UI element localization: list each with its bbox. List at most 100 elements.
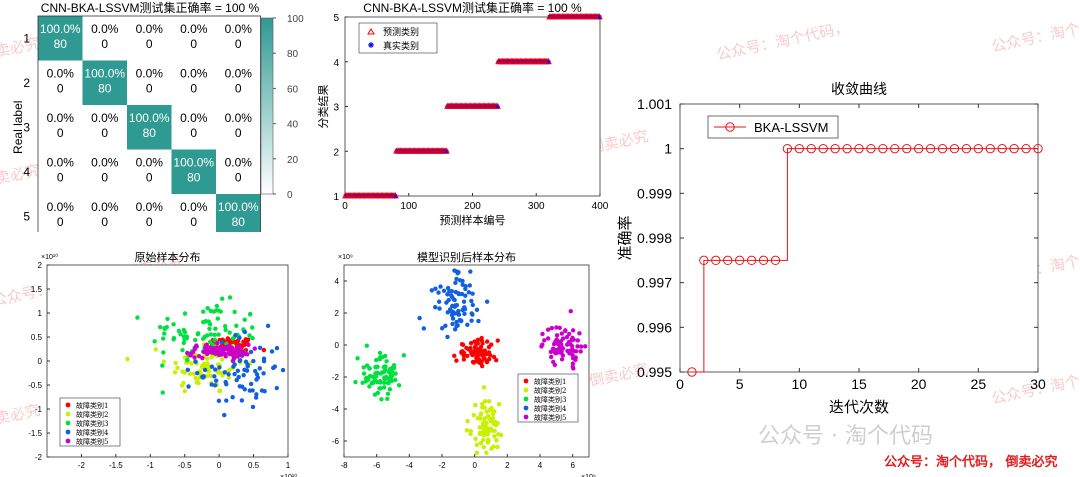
data-point [251,358,256,364]
y-tick-label: 1.5 [31,285,43,294]
y-tick-label: -1 [35,405,43,414]
y-exponent-label: ×10¹⁰ [41,253,58,261]
data-point [961,143,972,154]
data-point [389,369,395,374]
data-point [699,255,709,266]
colorbar-tick-label: 20 [287,155,299,166]
y-tick-label: 0.5 [31,333,43,342]
data-point [261,347,267,353]
legend-marker-true [368,42,374,48]
data-point [209,364,215,369]
data-point [564,334,570,340]
cell-percent: 0.0% [47,200,75,214]
data-point [205,305,210,311]
matrix-cell [38,149,83,194]
data-point [215,316,220,321]
data-point [468,431,473,437]
x-tick-label: 0.5 [248,461,260,470]
data-point [233,332,238,338]
chart-title: 原始样本分布 [135,250,201,264]
data-point [372,392,378,397]
data-point [481,437,486,442]
x-tick-label: -2 [78,461,86,470]
data-point [364,343,370,348]
data-point [379,397,384,402]
cell-count: 0 [101,37,108,51]
matrix-cell [127,105,172,150]
data-point [203,319,208,324]
data-point [158,324,163,330]
cell-count: 0 [235,126,242,140]
matrix-cell [171,149,216,194]
data-point [230,395,235,400]
data-point [172,370,178,375]
data-point [567,341,573,346]
watermark-text: 公众号：淘个代码， [989,10,1080,56]
legend-marker [65,429,71,435]
data-point [455,323,460,328]
data-point [484,359,489,364]
data-point [866,143,876,154]
legend-label: 故障类别1 [76,401,108,410]
data-point [470,359,476,365]
data-point [470,291,475,296]
data-point [381,385,387,390]
data-point [227,344,232,350]
data-point [482,399,488,404]
data-point [468,341,474,346]
y-tick-label: -6 [332,437,340,446]
cell-count: 0 [190,126,197,140]
cell-count: 0 [146,171,153,185]
data-point [176,328,182,334]
data-point [937,143,948,154]
y-tick-label: -2 [35,453,43,462]
data-point [235,354,240,359]
data-point [254,392,259,397]
data-point [164,324,169,330]
data-point [165,316,170,322]
data-point [373,371,378,376]
data-point [250,336,255,341]
data-point [554,333,560,338]
x-tick-label: -0.5 [178,461,192,470]
data-point [227,295,233,300]
footer-watermark: 公众号：淘个代码， 倒卖必究 [884,455,1058,470]
data-point [973,143,984,154]
cell-percent: 100.0% [218,200,259,214]
data-point [484,429,489,435]
x-tick-label: -6 [373,461,381,470]
x-tick-label: -4 [406,461,414,470]
data-point [135,315,140,320]
matrix-cell [216,149,261,194]
x-axis-label: 迭代次数 [829,398,889,416]
data-point [1033,143,1043,154]
data-point [245,352,250,357]
data-points [342,13,603,199]
data-point [570,361,576,366]
data-point [220,345,225,351]
data-point [195,331,201,337]
data-point [196,353,202,359]
data-point [231,364,236,369]
data-point [842,143,852,154]
true-class-point [596,14,602,20]
data-point [495,444,500,450]
cell-percent: 100.0% [129,111,170,125]
data-point [185,357,190,363]
data-point [370,380,376,385]
x-tick-label: -8 [340,461,348,470]
data-point [213,326,218,331]
data-point [192,337,198,343]
data-point [274,385,280,391]
data-point [152,339,157,344]
legend-marker [523,387,529,393]
data-point [252,346,257,351]
data-point [204,350,209,355]
cell-count: 80 [232,215,246,229]
data-point [280,367,286,373]
data-point [193,359,198,364]
data-point [711,255,721,266]
convergence-curve-chart: 收敛曲线 0 5 10 15 20 25 30 0.995 0.996 0.997 0.998 0.99… [616,82,1046,416]
cell-percent: 0.0% [225,67,253,81]
matrix-cell [216,194,261,232]
